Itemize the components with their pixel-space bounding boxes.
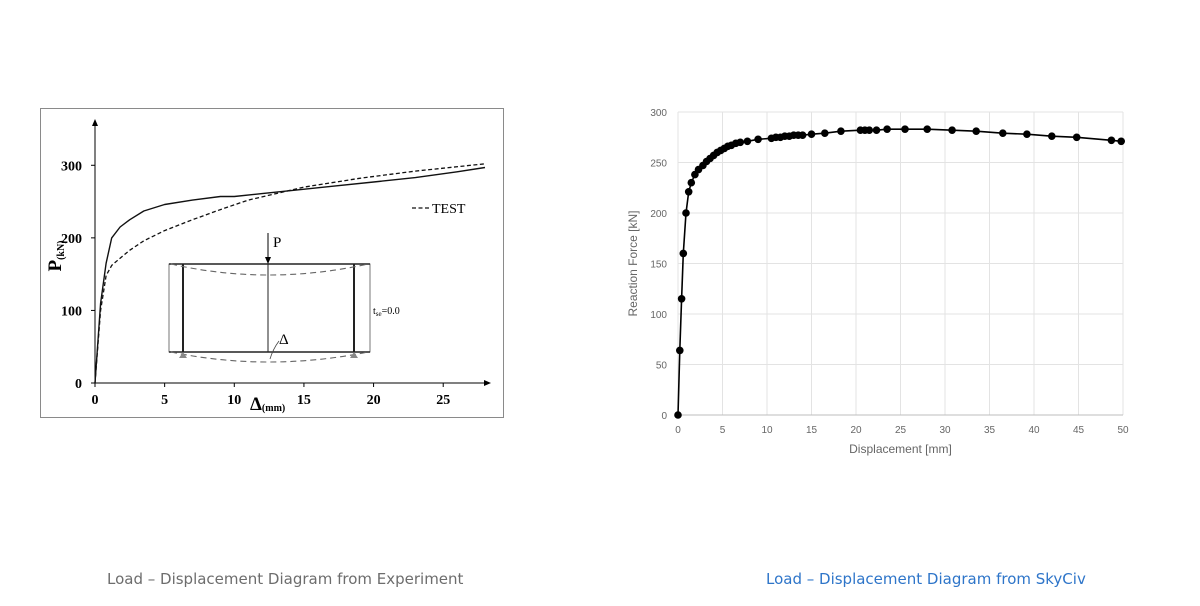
series-point [883, 125, 891, 133]
x-tick-label: 25 [895, 425, 907, 436]
y-tick-label: 150 [650, 260, 667, 271]
beam-frame [168, 263, 371, 353]
y-tick-label: 100 [61, 304, 82, 319]
x-axis-label: Δ(mm) [250, 394, 285, 415]
inset-note-value: =0.0 [382, 306, 400, 317]
skyciv-grid [677, 111, 1124, 416]
y-axis-label-main: P [45, 260, 66, 272]
series-point [1023, 130, 1031, 138]
series-point [676, 346, 684, 355]
series-line [677, 128, 1122, 416]
series-point [999, 129, 1007, 137]
y-tick-label: 300 [650, 108, 667, 119]
x-axis-label-main: Δ [250, 394, 262, 415]
y-tick-label: 300 [61, 159, 82, 174]
caption-experiment: Load – Displacement Diagram from Experim… [107, 570, 464, 588]
series-point [1072, 133, 1081, 142]
support-icon [179, 352, 187, 358]
inset-note-main: t [373, 306, 376, 317]
y-axis-label: P(kN) [45, 240, 67, 271]
x-tick-label: 15 [806, 425, 818, 436]
experiment-series [94, 163, 486, 384]
series-point [679, 249, 688, 258]
caption-skyciv: Load – Displacement Diagram from SkyCiv [766, 570, 1086, 588]
load-label: P [273, 235, 281, 251]
x-tick-label: 50 [1117, 425, 1129, 436]
series-point [677, 295, 686, 303]
x-axis-arrow [484, 380, 491, 386]
deflection-label: Δ [279, 332, 289, 348]
deformed-bottom-curve [170, 351, 369, 363]
series-point [736, 138, 745, 147]
y-axis-label-unit: (kN) [56, 240, 67, 259]
x-tick-label: 40 [1028, 425, 1040, 436]
series-test-line [94, 163, 486, 384]
series-point [1048, 132, 1056, 140]
load-arrow-icon [265, 257, 271, 264]
series-point [901, 125, 909, 133]
series-point [1107, 136, 1116, 145]
x-tick-label: 10 [761, 425, 773, 436]
series-point [923, 125, 931, 133]
x-tick-label: 35 [984, 425, 996, 436]
x-tick-label: 5 [161, 393, 168, 408]
x-tick-label: 5 [720, 425, 726, 436]
inset-note: tse=0.0 [373, 306, 400, 318]
deformed-top-curve [170, 263, 369, 276]
series-point [948, 126, 956, 134]
skyciv-chart-panel: 0 5 10 15 20 25 30 35 40 45 50 0 50 100 150 200 250 300 Di… [620, 100, 1140, 470]
series-point [684, 188, 693, 196]
y-tick-label: 0 [661, 411, 667, 422]
series-point [798, 131, 807, 139]
y-tick-label: 50 [656, 361, 668, 372]
series-point [687, 178, 696, 187]
series-point [837, 127, 845, 135]
deflection-leader [269, 340, 280, 360]
series-point [865, 126, 874, 134]
x-tick-label: 45 [1073, 425, 1085, 436]
series-point [754, 135, 762, 144]
y-tick-label: 250 [650, 159, 667, 170]
x-tick-label: 15 [297, 393, 311, 408]
support-icon [350, 352, 358, 358]
series-point [743, 137, 752, 146]
x-tick-label: 0 [675, 425, 681, 436]
experiment-legend: TEST [412, 202, 466, 217]
y-axis-label: Reaction Force [kN] [626, 210, 640, 316]
series-point [872, 126, 881, 134]
series-model-line [94, 166, 486, 384]
series-point [821, 129, 829, 137]
skyciv-series [674, 125, 1125, 419]
x-tick-label: 0 [92, 393, 99, 408]
x-tick-label: 30 [939, 425, 951, 436]
x-tick-label: 20 [367, 393, 381, 408]
legend-test-label: TEST [432, 202, 466, 217]
y-tick-label: 0 [75, 377, 82, 392]
series-point [972, 127, 980, 135]
x-tick-label: 10 [227, 393, 241, 408]
series-point [674, 411, 682, 419]
series-point [682, 209, 690, 217]
inset-note-sub: se [376, 310, 382, 318]
x-axis-label-unit: (mm) [262, 403, 285, 414]
y-tick-label: 200 [650, 209, 667, 220]
skyciv-axes: 0 5 10 15 20 25 30 35 40 45 50 0 50 100 150 200 250 300 Di… [626, 108, 1129, 456]
x-tick-label: 20 [850, 425, 862, 436]
y-tick-label: 200 [61, 232, 82, 247]
skyciv-chart: 0 5 10 15 20 25 30 35 40 45 50 0 50 100 150 200 250 300 Di… [626, 108, 1129, 456]
y-tick-label: 100 [650, 310, 667, 321]
series-point [807, 130, 816, 138]
x-tick-label: 25 [436, 393, 450, 408]
series-point [1117, 137, 1125, 146]
y-axis-arrow [92, 119, 98, 126]
x-axis-label: Displacement [mm] [849, 442, 952, 456]
